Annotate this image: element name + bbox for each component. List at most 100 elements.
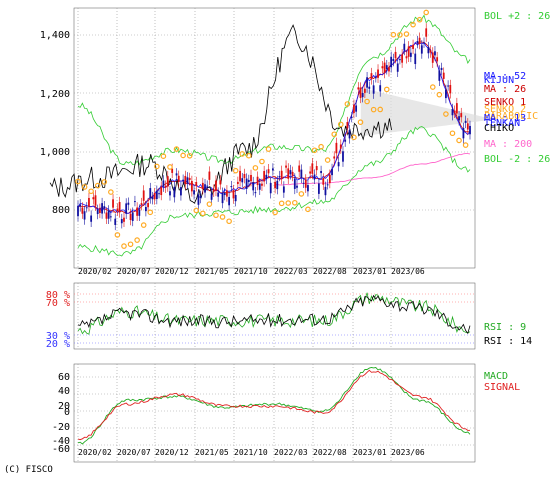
parabolic-dot [429, 84, 436, 90]
macd-y-tick: -60 [52, 444, 70, 455]
parabolic-dot [246, 152, 252, 159]
parabolic-dot [344, 101, 351, 107]
candle-body [451, 108, 454, 116]
legend-rsi14: RSI : 14 [484, 336, 532, 347]
candle-body [326, 184, 329, 186]
candle-body [180, 187, 182, 196]
parabolic-dot [337, 121, 344, 128]
macd-panel-frame [73, 363, 476, 463]
parabolic-dot [232, 167, 239, 174]
candle-body [388, 67, 390, 72]
candle-body [239, 170, 241, 182]
macd-y-axis: 60 40 20 0 -20 -40 -60 [52, 372, 70, 455]
candle-body [344, 139, 347, 142]
candle-body [243, 173, 246, 179]
candle-body [324, 186, 327, 196]
candle-body [144, 206, 147, 212]
rsi-y-axis: 80 % 70 % 30 % 20 % [46, 290, 70, 350]
candle-body [285, 165, 287, 168]
candle-body [394, 51, 397, 59]
candle-body [462, 127, 465, 139]
x-tick-label: 2021/05 [195, 448, 229, 457]
parabolic-dot [219, 214, 226, 220]
candle-body [258, 183, 261, 190]
candle-body [254, 192, 257, 194]
candle-body [337, 162, 340, 167]
candle-body [140, 203, 143, 206]
candle-body [300, 169, 303, 178]
candle-body [274, 181, 276, 189]
x-tick-label: 2023/01 [353, 267, 387, 276]
candle-body [212, 189, 215, 192]
candle-body [164, 185, 167, 188]
legend-senko1: SENKO 1 [484, 97, 526, 108]
parabolic-dot [292, 199, 298, 206]
bollinger-lower-line [77, 126, 471, 257]
legend-chiko: CHIKO [484, 123, 514, 134]
rsi9-line [77, 292, 471, 335]
parabolic-dot [272, 209, 278, 216]
candle-body [158, 193, 160, 195]
candle-body [123, 217, 125, 222]
legend-macd: MACD [484, 371, 508, 382]
candle-body [296, 185, 298, 188]
candle-body [234, 194, 237, 202]
candle-body [342, 151, 344, 162]
candle-body [188, 177, 191, 181]
candle-body [112, 199, 114, 208]
rsi-y-tick-30: 30 % [46, 331, 70, 342]
legend-ma26: MA : 26 [484, 84, 526, 95]
x-tick-label: 2022/03 [274, 448, 308, 457]
candle-body [331, 168, 333, 176]
candle-body [363, 88, 366, 93]
candle-body [232, 190, 235, 199]
candle-body [449, 85, 452, 94]
parabolic-dot [101, 179, 108, 185]
candle-body [390, 56, 393, 68]
candle-body [359, 87, 362, 98]
candle-body [151, 197, 154, 200]
candle-body [171, 168, 174, 173]
parabolic-dot [206, 201, 213, 207]
legend-ma200: MA : 200 [484, 139, 532, 150]
candle-body [436, 57, 439, 62]
macd-legend: MACD SIGNAL [484, 371, 520, 393]
candle-body [466, 123, 469, 130]
parabolic-dot [403, 31, 410, 37]
parabolic-dot [154, 163, 160, 170]
candle-body [414, 53, 417, 65]
parabolic-dot [114, 232, 121, 238]
candle-body [429, 50, 432, 53]
candle-body [392, 58, 395, 62]
parabolic-dot [265, 146, 272, 152]
rsi-panel [77, 292, 471, 335]
parabolic-dot [147, 209, 154, 216]
x-tick-label: 2023/01 [353, 448, 387, 457]
parabolic-dot [311, 147, 318, 154]
parabolic-dot [331, 131, 338, 138]
candle-body [396, 63, 399, 72]
x-tick-label: 2021/10 [234, 448, 268, 457]
macd-y-tick: -20 [52, 422, 70, 433]
copyright-text: (C) FISCO [4, 465, 53, 475]
candle-body [228, 196, 231, 206]
candle-body [263, 171, 266, 182]
candle-body [379, 85, 382, 92]
candle-body [199, 195, 202, 199]
parabolic-dot [193, 207, 200, 214]
candle-body [366, 77, 368, 88]
candle-body [169, 191, 171, 196]
candle-body [79, 204, 82, 207]
legend-kijun: KIJUN [484, 75, 514, 86]
candle-body [315, 166, 318, 171]
candle-body [217, 192, 220, 197]
candle-body [250, 174, 252, 182]
bollinger-upper-line [77, 14, 471, 166]
x-tick-label: 2022/08 [313, 448, 347, 457]
rsi-legend: RSI : 9 RSI : 14 [484, 322, 532, 347]
candle-body [219, 180, 222, 185]
x-tick-label: 2022/03 [274, 267, 308, 276]
candle-body [223, 192, 226, 196]
x-tick-label: 2023/06 [391, 448, 425, 457]
candle-body [101, 203, 103, 214]
